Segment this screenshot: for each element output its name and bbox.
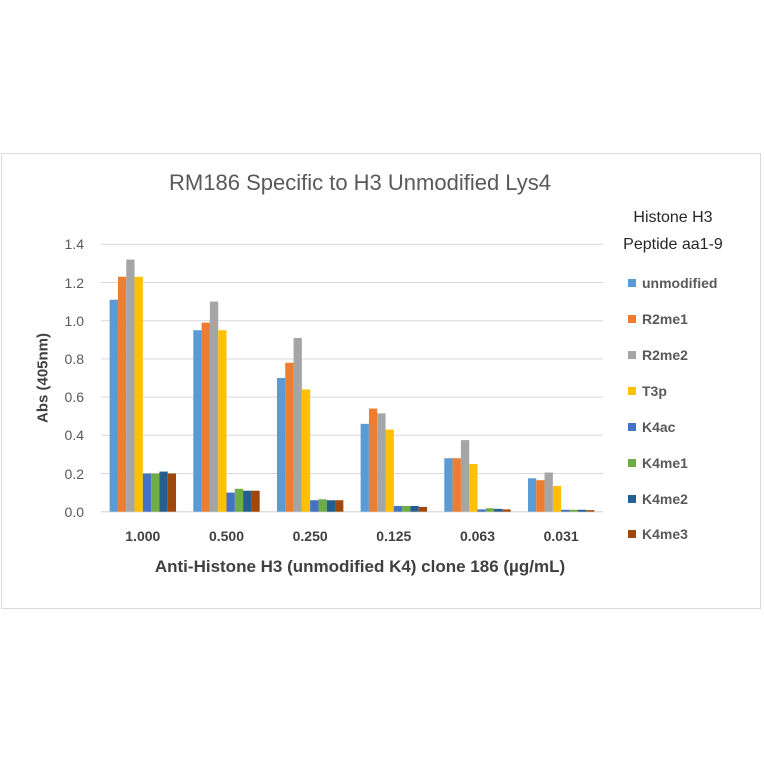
- gridlines: [101, 243, 603, 513]
- bar-t3p-0.063: [469, 463, 478, 512]
- bar-k4me1-0.500: [234, 488, 244, 512]
- bar-unmodified-0.250: [276, 378, 286, 512]
- bar-t3p-0.500: [218, 330, 227, 512]
- bar-k4me1-0.063: [485, 508, 495, 512]
- bar-r2me2-0.500: [209, 301, 219, 512]
- bar-unmodified-1.000: [109, 299, 118, 512]
- legend-swatch-icon: [628, 315, 636, 323]
- y-tick-label: 0.2: [64, 465, 84, 482]
- bar-k4me2-1.000: [159, 471, 168, 512]
- legend-item-r2me1: R2me1: [628, 311, 688, 327]
- y-tick-label: 0.0: [64, 503, 84, 520]
- legend-swatch-icon: [628, 423, 636, 431]
- bar-t3p-0.031: [552, 485, 562, 512]
- legend-item-unmodified: unmodified: [628, 275, 717, 291]
- x-tick-label: 0.063: [459, 528, 496, 544]
- bar-r2me2-0.031: [544, 472, 553, 512]
- y-tick-label: 1.4: [64, 236, 84, 253]
- bar-k4me2-0.500: [243, 490, 252, 512]
- bar-k4ac-1.000: [142, 473, 152, 512]
- legend-swatch-icon: [628, 351, 636, 359]
- bar-r2me2-0.125: [377, 413, 386, 512]
- x-tick-label: 0.125: [376, 528, 412, 544]
- bar-unmodified-0.031: [527, 478, 537, 512]
- legend-label: K4me1: [642, 455, 688, 471]
- y-axis-title: Abs (405nm): [34, 332, 52, 424]
- bar-r2me2-0.250: [293, 337, 302, 512]
- bar-r2me1-0.125: [368, 408, 378, 512]
- bar-k4me3-0.125: [418, 506, 428, 512]
- bar-r2me1-0.250: [285, 362, 294, 512]
- legend-item-r2me2: R2me2: [628, 347, 688, 363]
- chart-title: RM186 Specific to H3 Unmodified Lys4: [169, 170, 551, 195]
- bar-k4me2-0.063: [494, 508, 503, 512]
- legend-item-k4ac: K4ac: [628, 419, 675, 435]
- bar-k4ac-0.250: [310, 500, 319, 512]
- bar-k4ac-0.125: [393, 505, 403, 512]
- bar-k4me3-0.063: [502, 509, 511, 512]
- legend-swatch-icon: [628, 459, 636, 467]
- bar-k4me2-0.031: [577, 509, 587, 512]
- x-tick-label: 0.500: [208, 528, 245, 544]
- legend-item-k4me3: K4me3: [628, 526, 688, 542]
- bar-k4me2-0.125: [410, 505, 419, 512]
- legend-swatch-icon: [628, 495, 636, 503]
- bar-t3p-0.125: [385, 429, 394, 512]
- bar-k4me3-0.031: [586, 510, 595, 512]
- bar-r2me2-0.063: [460, 440, 470, 512]
- bar-k4me1-0.031: [569, 509, 578, 512]
- bar-r2me1-0.031: [536, 480, 545, 512]
- legend-item-k4me2: K4me2: [628, 491, 688, 507]
- bar-k4me1-0.250: [318, 499, 327, 512]
- bar-k4ac-0.063: [477, 509, 486, 512]
- legend-swatch-icon: [628, 279, 636, 287]
- bar-r2me1-1.000: [117, 276, 127, 512]
- bar-r2me1-0.500: [201, 322, 210, 512]
- legend-item-t3p: T3p: [628, 383, 667, 399]
- y-tick-label: 1.0: [64, 312, 84, 329]
- bar-unmodified-0.125: [360, 423, 369, 512]
- legend-item-k4me1: K4me1: [628, 455, 688, 471]
- legend-label: R2me2: [642, 347, 688, 363]
- bar-k4ac-0.500: [226, 492, 235, 512]
- y-tick-label: 0.8: [64, 350, 84, 367]
- x-tick-label: 0.031: [543, 528, 579, 544]
- y-tick-label: 1.2: [64, 274, 84, 291]
- legend-title-line-2: Peptide aa1-9: [623, 236, 723, 253]
- legend-title-line-1: Histone H3: [633, 209, 713, 226]
- legend-label: unmodified: [642, 275, 718, 291]
- bar-k4me1-0.125: [402, 505, 411, 512]
- legend-label: K4me3: [642, 526, 688, 542]
- bar-k4me2-0.250: [326, 500, 336, 512]
- bar-k4ac-0.031: [561, 509, 570, 512]
- bar-r2me2-1.000: [126, 259, 135, 512]
- y-tick-label: 0.6: [64, 389, 84, 406]
- x-tick-label: 0.250: [292, 528, 328, 544]
- legend-label: R2me1: [642, 311, 688, 327]
- legend-label: T3p: [642, 383, 667, 399]
- bar-t3p-0.250: [301, 389, 311, 512]
- legend-label: K4ac: [642, 419, 676, 435]
- y-tick-label: 0.4: [64, 427, 84, 444]
- legend-swatch-icon: [628, 387, 636, 395]
- x-axis-title: Anti-Histone H3 (unmodified K4) clone 18…: [154, 557, 566, 576]
- bar-r2me1-0.063: [452, 458, 461, 512]
- bar-k4me1-1.000: [151, 473, 160, 512]
- bar-k4me3-0.500: [251, 490, 260, 512]
- bar-unmodified-0.063: [444, 458, 453, 512]
- legend-swatch-icon: [628, 530, 636, 538]
- bar-k4me3-0.250: [335, 500, 344, 512]
- bar-k4me3-1.000: [167, 473, 177, 512]
- bar-t3p-1.000: [134, 276, 143, 512]
- bar-unmodified-0.500: [193, 330, 202, 512]
- legend-label: K4me2: [642, 491, 688, 507]
- x-tick-label: 1.000: [125, 528, 161, 544]
- bars: [109, 259, 595, 512]
